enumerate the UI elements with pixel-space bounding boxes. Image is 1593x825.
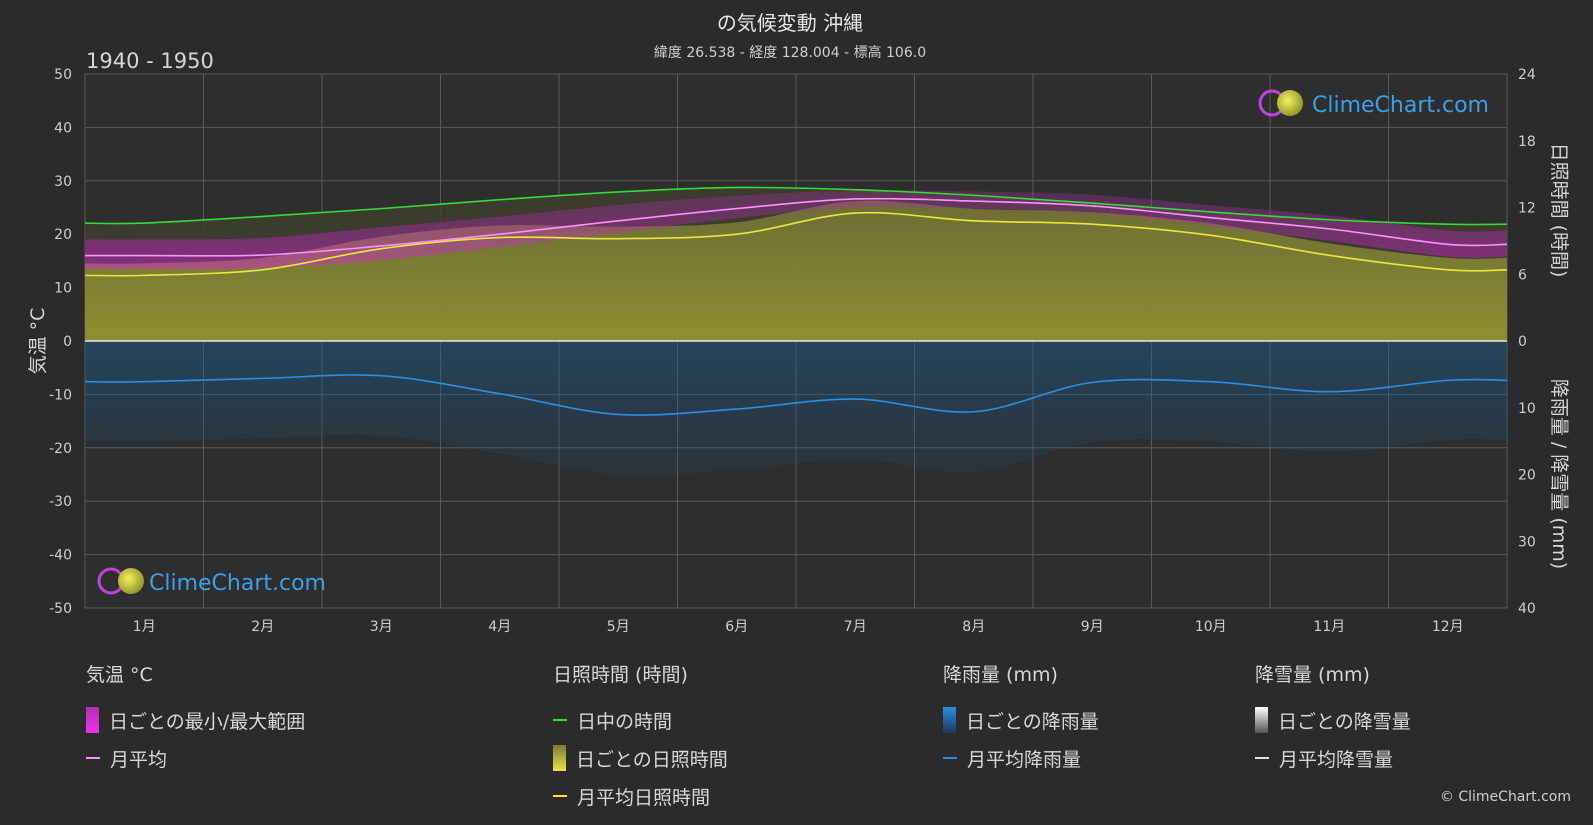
right-top-tick-label: 6 (1518, 267, 1527, 283)
legend-label: 日ごとの日照時間 (576, 748, 728, 771)
legend-item: 日ごとの日照時間 (553, 739, 728, 777)
legend-label: 日ごとの降雪量 (1278, 710, 1411, 733)
logo-bottom: ClimeChart.com (97, 567, 326, 596)
left-axis-label: 気温 °C (27, 308, 49, 375)
left-tick-label: 10 (54, 281, 72, 297)
sunshine-swatch (553, 745, 566, 771)
right-bottom-tick-label: 20 (1518, 468, 1536, 484)
right-top-tick-label: 18 (1518, 134, 1536, 150)
right-top-tick-label: 0 (1518, 334, 1527, 350)
left-tick-label: -10 (49, 387, 72, 403)
legend-label: 月平均降雨量 (967, 748, 1082, 771)
legend-item: 日ごとの最小/最大範囲 (86, 701, 305, 739)
left-axis-ticks: 50 40 30 20 10 0 -10 -20 -30 -40 -50 (49, 67, 72, 617)
range-swatch (86, 707, 99, 733)
right-bottom-tick-label: 10 (1518, 401, 1536, 417)
right-axis-ticks: 24 18 12 6 0 10 20 30 40 (1518, 67, 1536, 617)
legend-title: 日照時間 (時間) (553, 664, 688, 686)
legend-item: 月平均降雨量 (943, 739, 1099, 777)
copyright: © ClimeChart.com (1439, 789, 1571, 805)
legend-label: 月平均降雪量 (1279, 748, 1394, 771)
left-tick-label: 50 (54, 67, 72, 83)
avg-sunshine-swatch (553, 795, 567, 797)
month-label: 3月 (370, 619, 393, 635)
avg-rain-swatch (943, 757, 957, 759)
right-bottom-axis-label: 降雨量 / 降雪量 (mm) (1548, 379, 1570, 569)
legend-snow: 降雪量 (mm) 日ごとの降雪量 月平均降雪量 (1255, 660, 1411, 777)
legend-temperature: 気温 °C 日ごとの最小/最大範囲 月平均 (86, 660, 305, 777)
left-tick-label: 0 (63, 334, 72, 350)
right-top-axis-label: 日照時間 (時間) (1548, 143, 1570, 278)
daylight-line (84, 186, 1508, 226)
legend-label: 日ごとの最小/最大範囲 (109, 710, 306, 733)
period-label: 1940 - 1950 (86, 49, 214, 73)
logo-sun-icon (118, 568, 144, 594)
logo-top: ClimeChart.com (1258, 89, 1489, 118)
legend-sunshine: 日照時間 (時間) 日中の時間 日ごとの日照時間 月平均日照時間 (553, 660, 728, 815)
logo-text: ClimeChart.com (149, 571, 326, 596)
month-label: 5月 (607, 619, 630, 635)
rain-swatch (943, 707, 956, 733)
left-tick-label: 40 (54, 120, 72, 136)
avg-temp-swatch (86, 757, 100, 759)
legend-item: 日中の時間 (553, 701, 728, 739)
left-tick-label: 20 (54, 227, 72, 243)
snow-swatch (1255, 707, 1268, 733)
month-label: 8月 (962, 619, 985, 635)
daylight-swatch (553, 719, 567, 721)
legend-title: 気温 °C (86, 664, 153, 686)
legend-label: 月平均 (110, 748, 168, 771)
logo-sun-icon (1277, 90, 1303, 116)
month-label: 7月 (844, 619, 867, 635)
legend-label: 月平均日照時間 (577, 786, 711, 809)
rain-avg-line (84, 374, 1508, 416)
sunshine-avg-line (84, 211, 1508, 277)
right-bottom-tick-label: 40 (1518, 601, 1536, 617)
right-bottom-tick-label: 30 (1518, 534, 1536, 550)
temperature-range-band (85, 190, 1507, 270)
avg-snow-swatch (1255, 757, 1269, 759)
month-label: 6月 (725, 619, 748, 635)
chart-title: の気候変動 沖縄 (717, 11, 863, 35)
legend-item: 日ごとの降雨量 (943, 701, 1099, 739)
legend-item: 日ごとの降雪量 (1255, 701, 1411, 739)
month-label: 4月 (488, 619, 511, 635)
legend-item: 月平均降雪量 (1255, 739, 1411, 777)
month-label: 2月 (251, 619, 274, 635)
month-axis-labels: 1月 2月 3月 4月 5月 6月 7月 8月 9月 10月 11月 12月 (133, 619, 1464, 635)
left-tick-label: -50 (49, 601, 72, 617)
temp-range-band (85, 190, 1507, 270)
month-label: 11月 (1313, 619, 1345, 635)
left-tick-label: -30 (49, 494, 72, 510)
left-tick-label: 30 (54, 174, 72, 190)
right-top-tick-label: 24 (1518, 67, 1536, 83)
legend-item: 月平均 (86, 739, 305, 777)
month-label: 9月 (1081, 619, 1104, 635)
legend-label: 日ごとの降雨量 (966, 710, 1099, 733)
chart-subtitle: 緯度 26.538 - 経度 128.004 - 標高 106.0 (654, 44, 926, 61)
month-label: 1月 (133, 619, 156, 635)
left-tick-label: -20 (49, 441, 72, 457)
climate-chart: の気候変動 沖縄 緯度 26.538 - 経度 128.004 - 標高 106… (27, 11, 1570, 635)
month-label: 12月 (1432, 619, 1464, 635)
month-label: 10月 (1195, 619, 1227, 635)
logo-text: ClimeChart.com (1312, 93, 1489, 118)
legend-title: 降雨量 (mm) (943, 664, 1058, 686)
right-top-tick-label: 12 (1518, 201, 1536, 217)
legend-title: 降雪量 (mm) (1255, 664, 1370, 686)
daily-rain-area (85, 341, 1507, 476)
temp-avg-line (84, 197, 1508, 257)
left-tick-label: -40 (49, 548, 72, 564)
legend-item: 月平均日照時間 (553, 777, 728, 815)
legend-label: 日中の時間 (577, 710, 673, 733)
rain-area (85, 341, 1507, 476)
legend-rain: 降雨量 (mm) 日ごとの降雨量 月平均降雨量 (943, 660, 1099, 777)
